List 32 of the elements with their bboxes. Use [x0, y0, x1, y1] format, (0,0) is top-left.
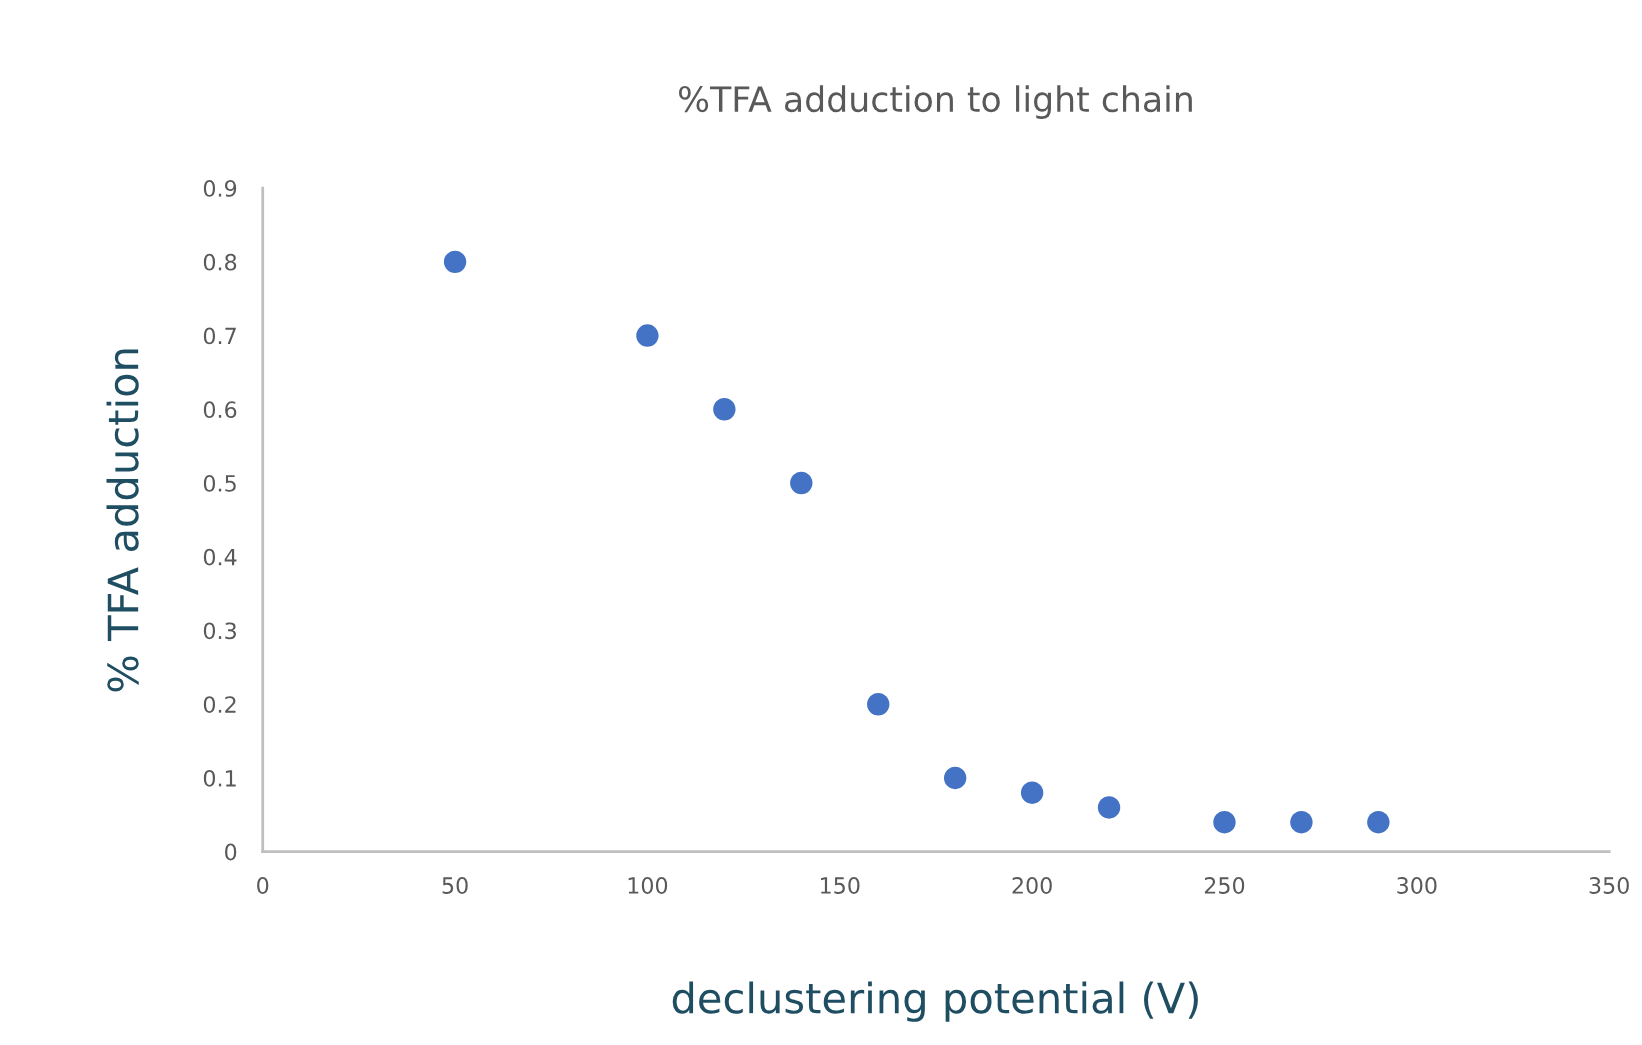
y-tick-label: 0.2	[203, 696, 236, 713]
y-tick-label: 0.7	[203, 327, 236, 345]
x-tick-label: 0	[257, 877, 269, 894]
x-tick-label: 50	[442, 877, 468, 894]
point	[1290, 810, 1313, 834]
y-tick-label: 0.9	[203, 180, 237, 197]
x-tick-label: 100	[628, 877, 668, 894]
x-tick-label: 350	[1589, 877, 1629, 894]
y-axis-title: % TFA adduction	[106, 349, 139, 692]
point	[1213, 810, 1236, 834]
x-tick-label: 250	[1204, 877, 1245, 894]
y-tick-label: 0.8	[203, 253, 237, 271]
x-tick-label: 150	[821, 877, 860, 894]
y-tick-label: 0.4	[203, 548, 237, 566]
y-tick-label: 0.1	[203, 769, 236, 787]
y-tick-label: 0.6	[203, 401, 237, 419]
point	[867, 693, 890, 716]
point	[1367, 810, 1390, 834]
point	[943, 766, 967, 790]
x-tick-label: 300	[1397, 877, 1437, 894]
point	[713, 398, 736, 421]
point	[1020, 781, 1044, 804]
chart-title: %TFA adduction to light chain	[679, 85, 1192, 119]
y-tick-label: 0.3	[203, 622, 236, 640]
point	[443, 250, 467, 274]
point	[790, 471, 813, 495]
x-tick-label: 200	[1012, 877, 1052, 894]
point	[636, 324, 659, 347]
y-tick-label: 0	[225, 843, 237, 861]
point	[1097, 796, 1121, 819]
y-tick-label: 0.5	[203, 474, 236, 492]
x-axis-title: declustering potential (V)	[672, 981, 1198, 1022]
